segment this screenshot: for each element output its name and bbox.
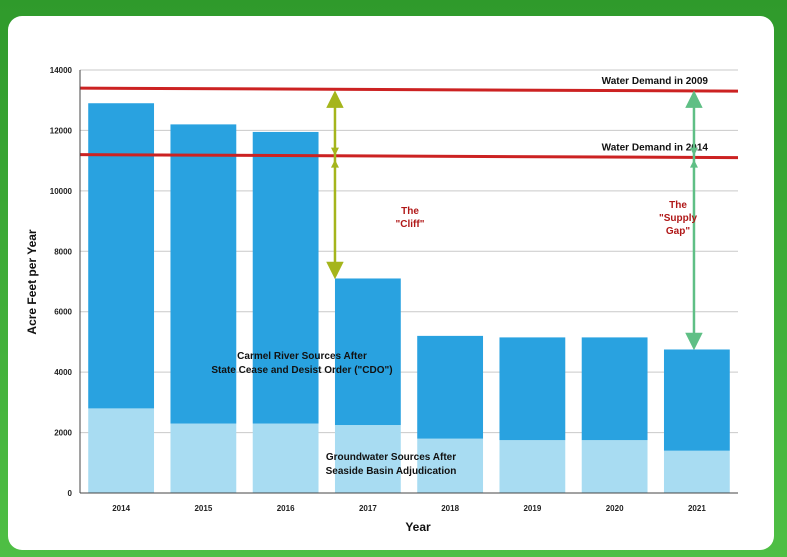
groundwater-annotation: Groundwater Sources After — [326, 452, 456, 463]
y-tick-label: 14000 — [50, 66, 73, 75]
arrow-mid-down — [330, 147, 339, 156]
x-tick-label: 2017 — [359, 504, 377, 513]
y-tick-label: 12000 — [50, 126, 73, 135]
reference-line-0 — [79, 86, 739, 93]
x-tick-label: 2021 — [688, 504, 706, 513]
bar-segment-1 — [170, 124, 237, 424]
arrow-mid-up — [330, 159, 339, 168]
bar-segment-1 — [334, 278, 401, 426]
reference-line-label: Water Demand in 2009 — [602, 76, 709, 87]
bar-segment-1 — [581, 337, 648, 441]
bar-segment-1 — [663, 349, 730, 451]
bar-segment-0 — [581, 440, 648, 493]
y-tick-label: 8000 — [54, 247, 72, 256]
arrow-mid-up — [689, 159, 698, 168]
supply-gap-annotation: The — [669, 200, 687, 211]
bar-segment-0 — [252, 423, 319, 493]
y-tick-label: 6000 — [54, 308, 72, 317]
y-tick-label: 10000 — [50, 187, 73, 196]
x-tick-label: 2014 — [112, 504, 130, 513]
x-tick-label: 2020 — [606, 504, 624, 513]
supply-gap-annotation: "Supply — [659, 213, 698, 224]
cliff-annotation: The — [401, 206, 419, 217]
bar-segment-1 — [417, 335, 484, 439]
arrow-mid-down — [689, 147, 698, 156]
y-tick-label: 0 — [68, 489, 73, 498]
bar-segment-0 — [663, 450, 730, 493]
x-tick-label: 2018 — [441, 504, 459, 513]
bar-segment-0 — [170, 423, 237, 493]
y-tick-label: 4000 — [54, 368, 72, 377]
x-tick-label: 2016 — [277, 504, 295, 513]
bar-segment-1 — [88, 103, 155, 409]
bar-segment-0 — [88, 408, 155, 493]
bar-segment-0 — [334, 425, 401, 493]
bar-segment-0 — [499, 440, 566, 493]
bar-segment-1 — [499, 337, 566, 441]
bar-segment-1 — [252, 131, 319, 424]
x-tick-label: 2019 — [523, 504, 541, 513]
y-axis-title: Acre Feet per Year — [25, 229, 39, 335]
bar-segment-0 — [417, 438, 484, 493]
x-axis-title: Year — [405, 520, 431, 534]
carmel-river-annotation: Carmel River Sources After — [237, 351, 367, 362]
groundwater-annotation: Seaside Basin Adjudication — [326, 466, 457, 477]
x-tick-label: 2015 — [194, 504, 212, 513]
carmel-river-annotation: State Cease and Desist Order ("CDO") — [211, 365, 392, 376]
cliff-annotation: "Cliff" — [396, 219, 425, 230]
supply-gap-annotation: Gap" — [666, 226, 690, 237]
reference-line-label: Water Demand in 2014 — [602, 143, 709, 154]
y-tick-label: 2000 — [54, 429, 72, 438]
reference-line-1 — [79, 153, 739, 160]
